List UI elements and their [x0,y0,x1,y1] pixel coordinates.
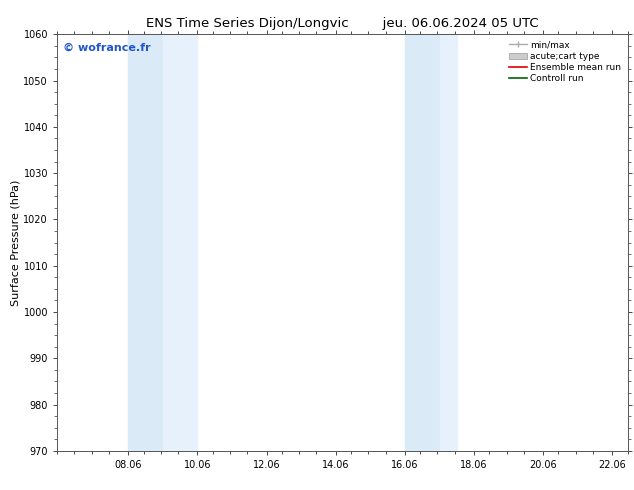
Legend: min/max, acute;cart type, Ensemble mean run, Controll run: min/max, acute;cart type, Ensemble mean … [507,39,623,85]
Bar [439,34,457,451]
Bar [128,34,163,451]
Title: ENS Time Series Dijon/Longvic        jeu. 06.06.2024 05 UTC: ENS Time Series Dijon/Longvic jeu. 06.06… [146,17,539,30]
Bar [163,34,197,451]
Bar [405,34,439,451]
Text: © wofrance.fr: © wofrance.fr [63,43,150,52]
Y-axis label: Surface Pressure (hPa): Surface Pressure (hPa) [11,179,21,306]
